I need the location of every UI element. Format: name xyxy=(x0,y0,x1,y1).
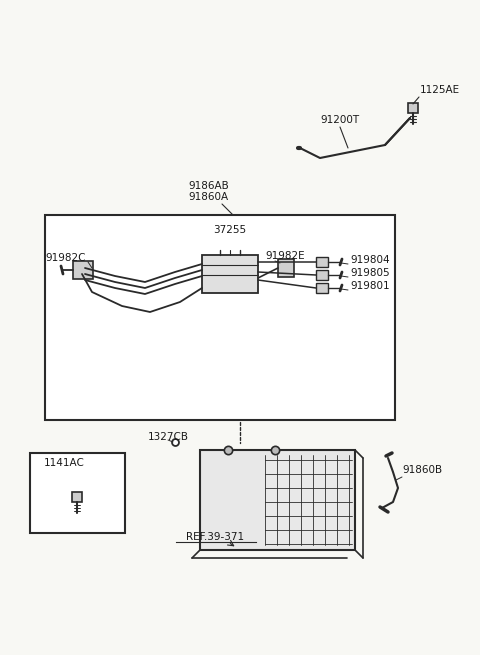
Text: 919804: 919804 xyxy=(350,255,390,265)
Bar xyxy=(200,450,355,550)
Text: 91982E: 91982E xyxy=(265,251,305,261)
Text: 91982C: 91982C xyxy=(45,253,85,263)
Bar xyxy=(72,492,82,502)
Text: 1141AC: 1141AC xyxy=(44,458,85,468)
Bar xyxy=(73,261,93,279)
Bar xyxy=(316,257,328,267)
Text: 1125AE: 1125AE xyxy=(420,85,460,95)
Text: 9186AB: 9186AB xyxy=(188,181,229,191)
Bar xyxy=(316,270,328,280)
Bar xyxy=(202,255,258,293)
Text: REF.39-371: REF.39-371 xyxy=(186,532,244,542)
Text: 919805: 919805 xyxy=(350,268,390,278)
Bar xyxy=(316,283,328,293)
Text: 919801: 919801 xyxy=(350,281,390,291)
Bar xyxy=(30,453,125,533)
Text: 91860A: 91860A xyxy=(188,192,228,202)
Text: 37255: 37255 xyxy=(214,225,247,235)
Text: 91200T: 91200T xyxy=(320,115,359,125)
Bar xyxy=(278,259,294,277)
Bar xyxy=(408,103,418,113)
Text: 1327CB: 1327CB xyxy=(148,432,189,442)
Text: 91860B: 91860B xyxy=(402,465,442,475)
Bar xyxy=(45,215,395,420)
